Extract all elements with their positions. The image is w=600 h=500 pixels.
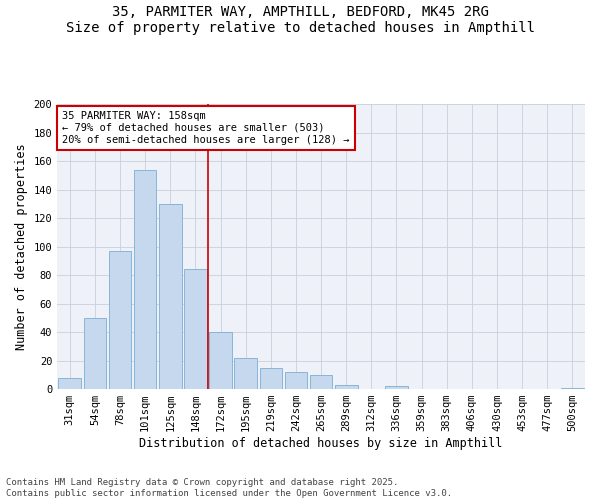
Bar bbox=[58, 378, 81, 389]
Bar bbox=[335, 385, 358, 389]
Bar bbox=[385, 386, 408, 389]
Bar bbox=[260, 368, 282, 389]
Bar bbox=[159, 204, 182, 389]
X-axis label: Distribution of detached houses by size in Ampthill: Distribution of detached houses by size … bbox=[139, 437, 503, 450]
Bar bbox=[83, 318, 106, 389]
Text: 35 PARMITER WAY: 158sqm
← 79% of detached houses are smaller (503)
20% of semi-d: 35 PARMITER WAY: 158sqm ← 79% of detache… bbox=[62, 112, 350, 144]
Bar bbox=[209, 332, 232, 389]
Bar bbox=[134, 170, 157, 389]
Text: 35, PARMITER WAY, AMPTHILL, BEDFORD, MK45 2RG
Size of property relative to detac: 35, PARMITER WAY, AMPTHILL, BEDFORD, MK4… bbox=[65, 5, 535, 35]
Bar bbox=[310, 375, 332, 389]
Y-axis label: Number of detached properties: Number of detached properties bbox=[15, 144, 28, 350]
Bar bbox=[235, 358, 257, 389]
Bar bbox=[109, 251, 131, 389]
Bar bbox=[561, 388, 584, 389]
Bar bbox=[284, 372, 307, 389]
Text: Contains HM Land Registry data © Crown copyright and database right 2025.
Contai: Contains HM Land Registry data © Crown c… bbox=[6, 478, 452, 498]
Bar bbox=[184, 270, 207, 389]
